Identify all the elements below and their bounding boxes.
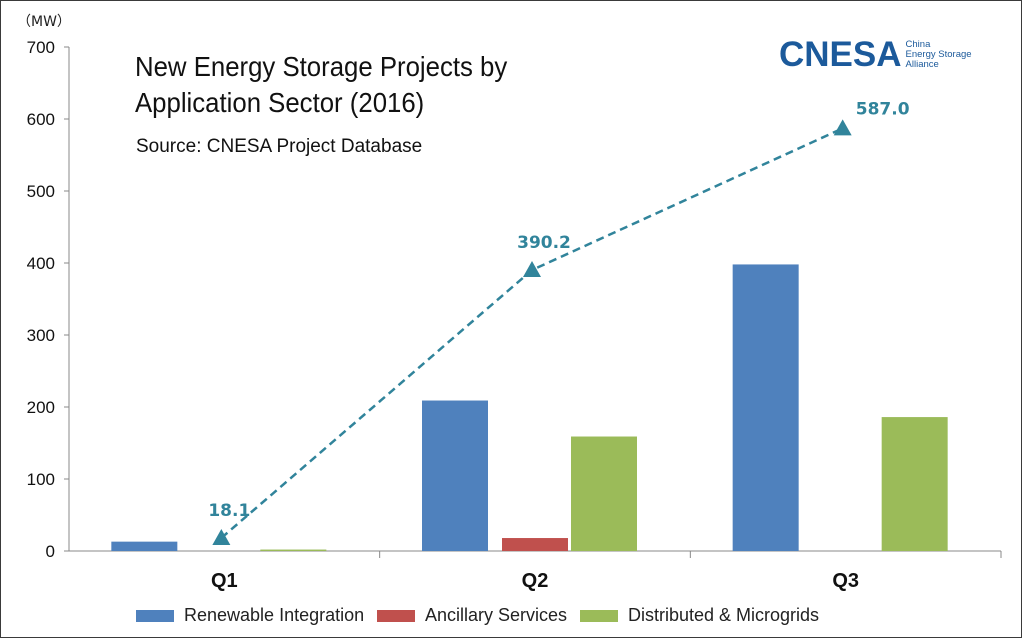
bar-renewable-q1 xyxy=(111,541,178,551)
x-tick-label-q3: Q3 xyxy=(832,570,859,592)
y-tick-label: 500 xyxy=(27,182,55,201)
total-marker-q3 xyxy=(833,119,852,136)
y-tick-label: 200 xyxy=(27,398,55,417)
y-tick-label: 400 xyxy=(27,254,55,273)
y-axis-unit-label: （MW） xyxy=(17,14,71,30)
bar-distributed-q3 xyxy=(881,417,948,551)
y-tick-label: 0 xyxy=(46,542,55,561)
total-label-q2: 390.2 xyxy=(517,233,571,253)
legend-swatch-ancillary xyxy=(377,609,415,622)
legend-swatch-distributed xyxy=(580,609,618,622)
bar-renewable-q2 xyxy=(422,400,488,551)
y-tick-label: 100 xyxy=(27,470,55,489)
total-label-q1: 18.1 xyxy=(208,501,250,521)
chart-title-line-1: New Energy Storage Projects by xyxy=(135,51,508,82)
bar-renewable-q3 xyxy=(732,264,799,551)
logo-sub-line-1: China xyxy=(905,39,931,50)
logo-wordmark: CNESA xyxy=(779,35,902,74)
logo-subtitle: China Energy Storage Alliance xyxy=(906,40,972,70)
y-tick-label: 300 xyxy=(27,326,55,345)
y-tick-label: 600 xyxy=(27,110,55,129)
legend-label-distributed: Distributed & Microgrids xyxy=(628,605,820,625)
logo-sub-line-3: Alliance xyxy=(905,59,939,70)
y-tick-label: 700 xyxy=(27,38,55,57)
legend-item-distributed: Distributed & Microgrids xyxy=(580,605,819,626)
chart-title: New Energy Storage Projects by Applicati… xyxy=(135,49,507,121)
cnesa-logo: CNESA China Energy Storage Alliance xyxy=(779,35,972,75)
total-label-q3: 587.0 xyxy=(856,99,910,119)
legend-item-ancillary: Ancillary Services xyxy=(377,605,567,626)
bar-ancillary-q2 xyxy=(502,538,568,551)
legend-item-renewable: Renewable Integration xyxy=(136,605,364,626)
chart-source: Source: CNESA Project Database xyxy=(136,136,423,157)
bar-distributed-q1 xyxy=(260,549,327,551)
bar-distributed-q2 xyxy=(571,436,637,551)
x-tick-label-q1: Q1 xyxy=(211,570,238,592)
x-tick-label-q2: Q2 xyxy=(522,570,549,592)
legend-label-renewable: Renewable Integration xyxy=(184,605,365,625)
total-marker-q1 xyxy=(212,528,231,545)
chart-title-line-2: Application Sector (2016) xyxy=(135,87,425,118)
total-marker-q2 xyxy=(523,261,541,278)
logo-sub-line-2: Energy Storage xyxy=(905,49,972,60)
legend-swatch-renewable xyxy=(136,609,174,622)
legend-label-ancillary: Ancillary Services xyxy=(425,605,568,625)
